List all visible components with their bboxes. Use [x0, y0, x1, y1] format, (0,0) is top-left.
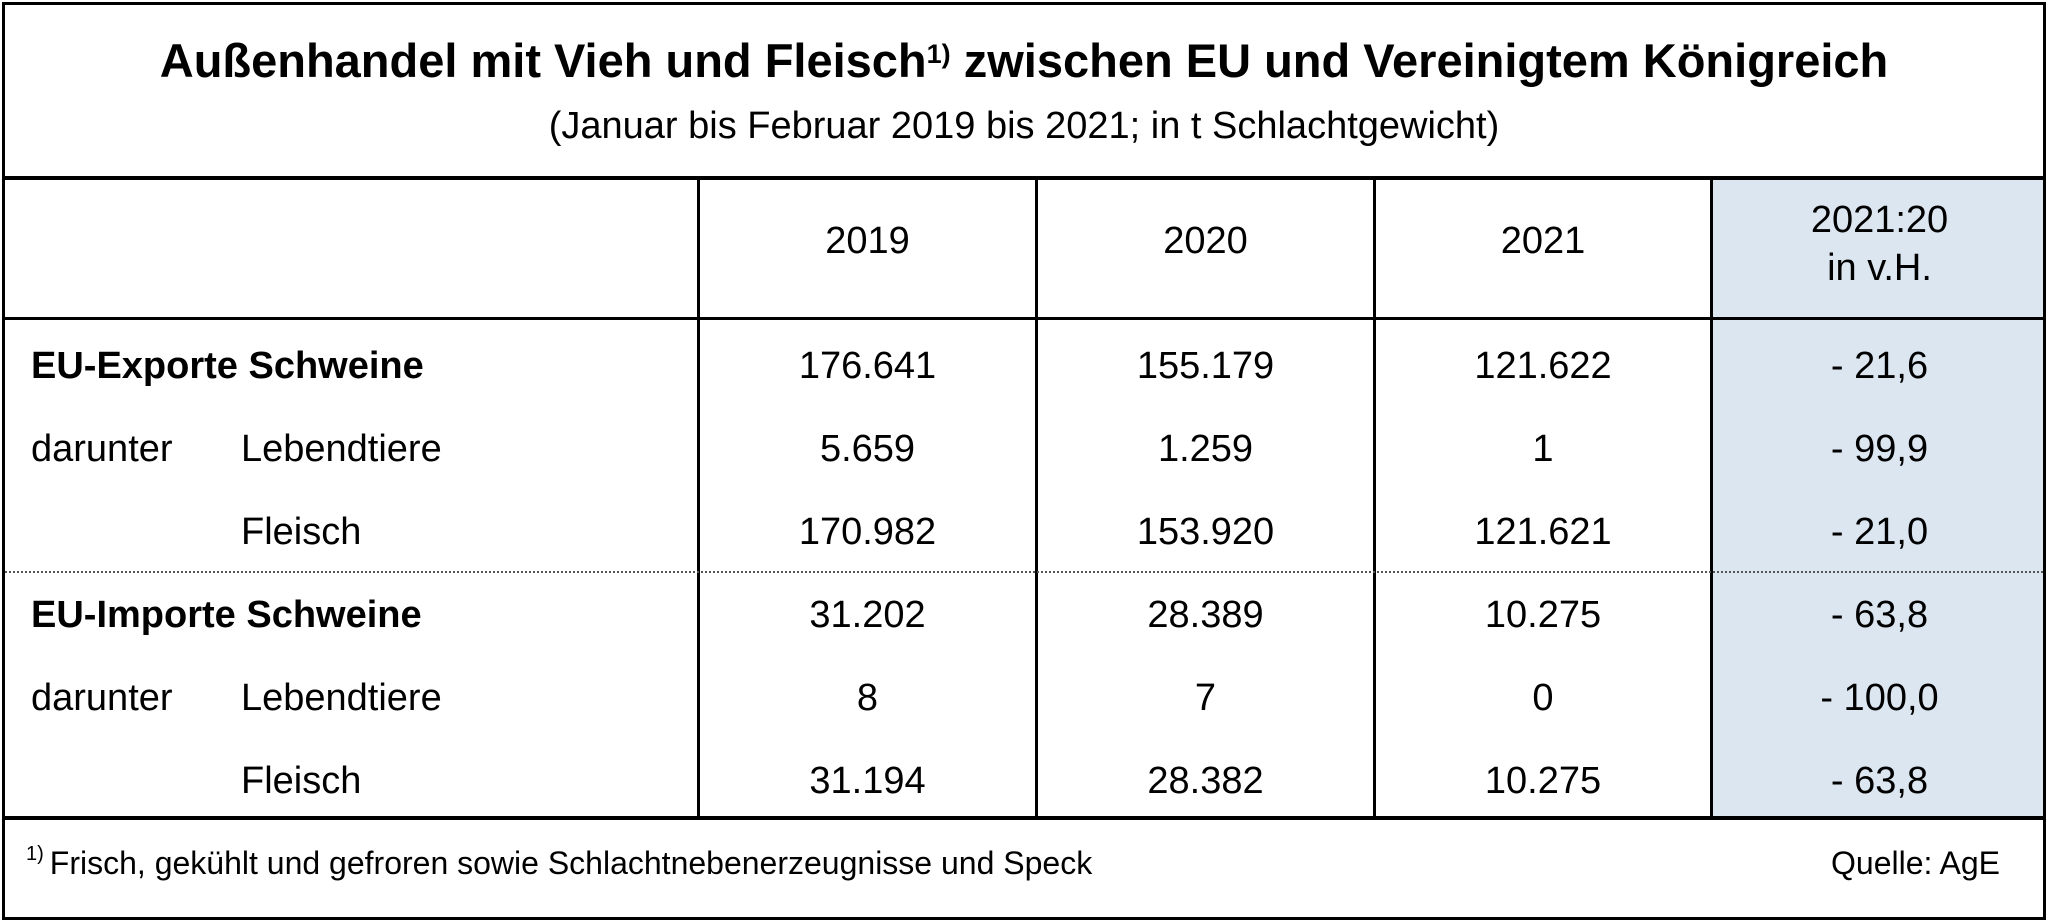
- title-footnote-marker: 1): [926, 39, 951, 69]
- table-cell: 31.202: [809, 594, 926, 636]
- column-header-change: 2021:20 in v.H.: [1713, 196, 2046, 292]
- column-divider: [697, 180, 700, 818]
- row-sub-label: Lebendtiere: [241, 677, 442, 719]
- section-separator: [5, 571, 2043, 573]
- change-column-highlight: [1712, 180, 2043, 818]
- table-cell-change: - 99,9: [1830, 428, 1929, 470]
- table-cell-change: - 63,8: [1830, 760, 1929, 802]
- table-cell: 121.622: [1474, 345, 1612, 387]
- footnote: 1) Frisch, gekühlt und gefroren sowie Sch…: [26, 843, 1093, 882]
- row-sub-label: Lebendtiere: [241, 428, 442, 470]
- row-sub-label: Fleisch: [241, 760, 362, 802]
- table-header: Außenhandel mit Vieh und Fleisch1) zwisc…: [5, 5, 2043, 180]
- table-cell-change: - 21,0: [1830, 511, 1929, 553]
- column-header-2021: 2021: [1500, 220, 1586, 262]
- table-cell: 170.982: [798, 511, 937, 553]
- table-cell: 10.275: [1484, 594, 1602, 636]
- table-cell: 31.194: [809, 760, 926, 802]
- column-divider: [1710, 180, 1713, 818]
- header-row-separator: [5, 317, 2043, 320]
- footnote-marker: 1): [26, 843, 44, 865]
- table-cell: 8: [856, 677, 879, 719]
- table-title: Außenhandel mit Vieh und Fleisch1) zwisc…: [5, 33, 2043, 88]
- table-cell-change: - 100,0: [1820, 677, 1939, 719]
- table-cell: 1: [1532, 428, 1554, 470]
- column-header-change-line2: in v.H.: [1827, 247, 1932, 289]
- source-note: Quelle: AgE: [1831, 845, 2000, 881]
- table-cell: 121.621: [1474, 511, 1612, 553]
- table-cell: 1.259: [1157, 428, 1254, 470]
- table-cell: 10.275: [1484, 760, 1602, 802]
- table-cell-change: - 21,6: [1830, 345, 1929, 387]
- column-divider: [1373, 180, 1376, 818]
- table-cell: 28.389: [1147, 594, 1264, 636]
- table-cell: 155.179: [1136, 345, 1275, 387]
- table-cell: 7: [1194, 677, 1217, 719]
- table-cell: 5.659: [819, 428, 916, 470]
- row-group-label: EU-Exporte Schweine: [31, 345, 424, 387]
- column-header-2019: 2019: [825, 220, 910, 262]
- column-divider: [1035, 180, 1038, 818]
- table-cell-change: - 63,8: [1830, 594, 1929, 636]
- row-sub-label: Fleisch: [241, 511, 362, 553]
- data-table: 2019 2020 2021 2021:20 in v.H. EU-Export…: [5, 180, 2046, 820]
- row-group-label: EU-Importe Schweine: [31, 594, 422, 636]
- table-bottom-border: [5, 816, 2043, 820]
- table-subtitle: (Januar bis Februar 2019 bis 2021; in t …: [548, 105, 1500, 147]
- footnote-text: Frisch, gekühlt und gefroren sowie Schla…: [49, 845, 1093, 881]
- table-cell: 176.641: [798, 345, 937, 387]
- title-rest: zwischen EU und Vereinigtem Königreich: [950, 34, 1889, 87]
- row-group-label: darunter: [31, 428, 173, 470]
- title-main: Außenhandel mit Vieh und Fleisch: [159, 34, 927, 87]
- column-header-change-line1: 2021:20: [1810, 199, 1949, 241]
- table-cell: 28.382: [1147, 760, 1264, 802]
- table-cell: 153.920: [1136, 511, 1275, 553]
- column-header-2020: 2020: [1163, 220, 1248, 262]
- table-cell: 0: [1532, 677, 1554, 719]
- row-group-label: darunter: [31, 677, 173, 719]
